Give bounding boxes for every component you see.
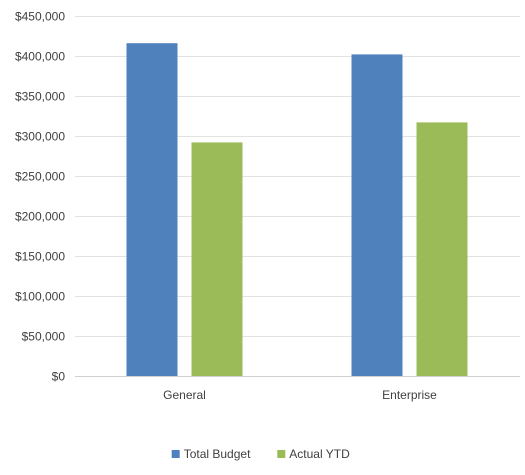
y-tick-label: $0	[52, 370, 66, 384]
legend-swatch	[277, 450, 286, 458]
y-tick-label: $300,000	[15, 130, 65, 144]
bar-actual-ytd-enterprise	[416, 122, 468, 377]
y-tick-label: $400,000	[15, 50, 65, 64]
bar-total-budget-enterprise	[351, 54, 403, 377]
x-tick-label: Enterprise	[382, 388, 437, 402]
y-tick-label: $50,000	[22, 330, 66, 344]
y-tick-label: $150,000	[15, 250, 65, 264]
bar-actual-ytd-general	[191, 142, 243, 376]
legend-label: Actual YTD	[289, 447, 350, 461]
y-axis-tick-labels: $0 $50,000 $100,000 $150,000 $200,000 $250,00…	[15, 10, 65, 384]
legend: Total Budget Actual YTD	[171, 447, 350, 461]
y-tick-label: $200,000	[15, 210, 65, 224]
x-axis-tick-labels: General Enterprise	[163, 388, 437, 402]
x-tick-label: General	[163, 388, 206, 402]
y-tick-label: $450,000	[15, 10, 65, 24]
y-tick-label: $100,000	[15, 290, 65, 304]
y-tick-label: $250,000	[15, 170, 65, 184]
legend-swatch	[171, 450, 180, 458]
legend-label: Total Budget	[184, 447, 251, 461]
y-tick-label: $350,000	[15, 90, 65, 104]
bar-total-budget-general	[126, 43, 178, 376]
bars	[126, 43, 468, 377]
